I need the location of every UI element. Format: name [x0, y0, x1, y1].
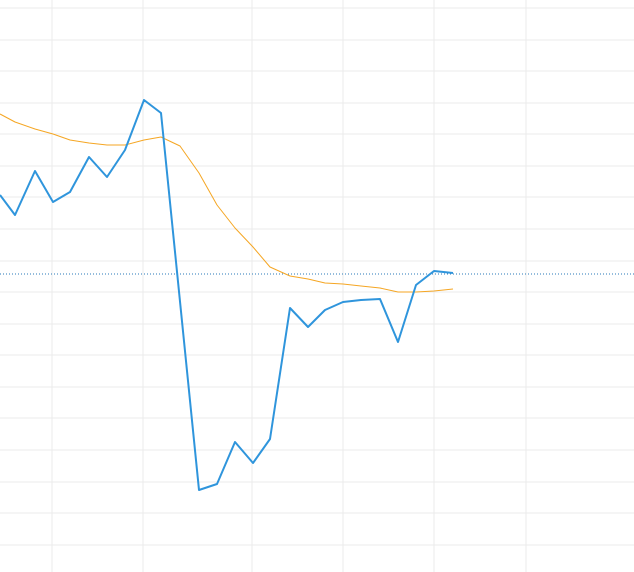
- series-line: [0, 99, 454, 491]
- series-line: [0, 113, 454, 293]
